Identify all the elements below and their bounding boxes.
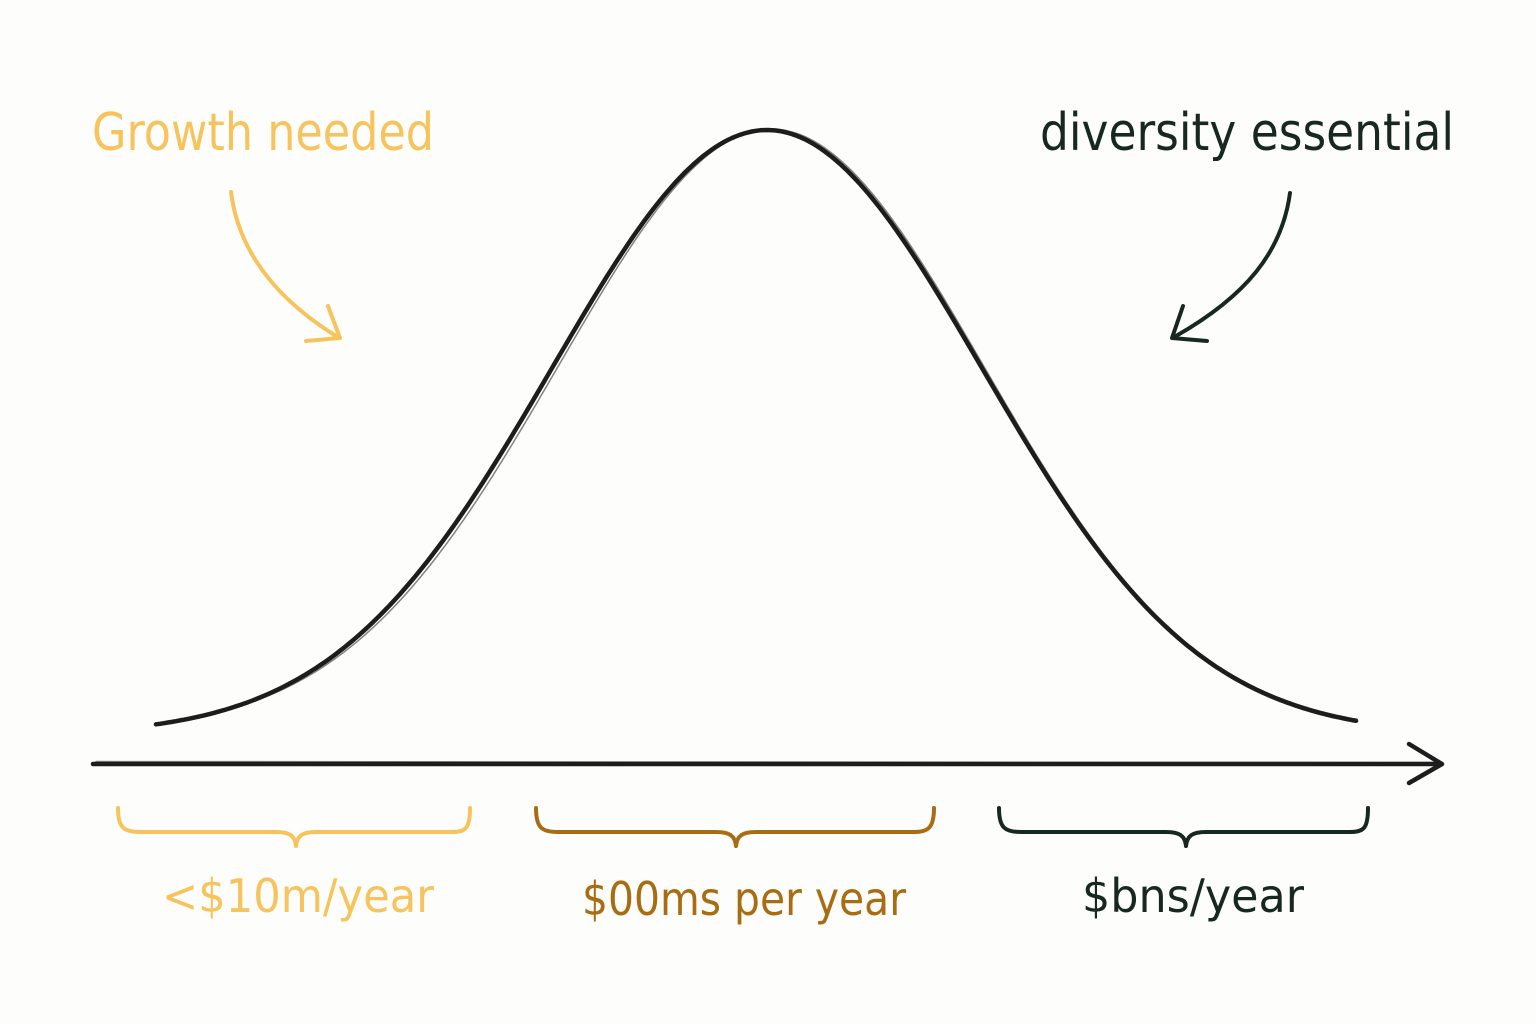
brace-segment-1 <box>116 806 472 848</box>
brace-segment-2 <box>534 806 936 848</box>
annotation-growth-needed: Growth needed <box>92 103 434 163</box>
arrow-right-icon <box>1406 741 1445 786</box>
bell-curve-sketch-stroke <box>156 128 1358 725</box>
segment-label-small: <$10m/year <box>162 869 434 923</box>
segment-label-large: $bns/year <box>1082 869 1304 923</box>
x-axis-line-sketch <box>95 760 1437 764</box>
x-axis <box>90 741 1445 786</box>
bell-curve <box>153 127 1359 727</box>
segment-label-medium: $00ms per year <box>582 872 906 926</box>
curved-arrow-down-right-icon <box>229 190 342 343</box>
brace-segment-3 <box>997 806 1370 848</box>
annotation-diversity-essential: diversity essential <box>1040 103 1454 163</box>
curved-arrow-down-left-icon <box>1170 191 1292 343</box>
